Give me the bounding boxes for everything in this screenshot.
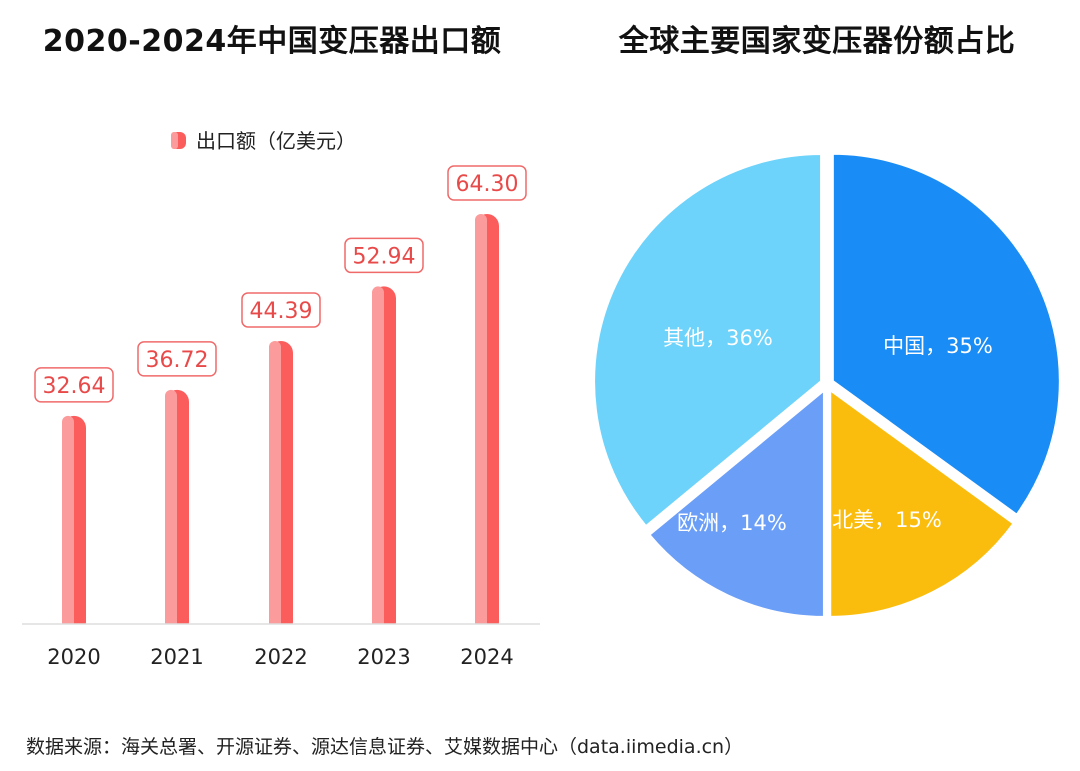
x-tick-2024: 2024 (460, 645, 513, 669)
bar-mask (371, 624, 397, 636)
bar-2024 (474, 214, 500, 636)
export-bar-chart: 出口额（亿美元） 32.64 36.72 44.39 52.94 64.30 2020 2… (22, 129, 540, 669)
legend-marker-icon (171, 132, 186, 149)
data-label-text: 44.39 (250, 299, 313, 324)
pie-label-欧洲: 欧洲，14% (677, 511, 787, 535)
data-label-text: 52.94 (353, 244, 416, 269)
bar-highlight (62, 415, 74, 634)
bar-mask (268, 624, 294, 636)
data-label-2024: 64.30 (447, 165, 527, 201)
data-label-box (241, 292, 321, 328)
x-tick-2021: 2021 (150, 645, 203, 669)
pie-label-其他: 其他，36% (663, 326, 773, 350)
x-tick-2022: 2022 (254, 645, 307, 669)
bar-2021 (164, 389, 190, 636)
data-label-box (344, 237, 424, 274)
data-label-2021: 36.72 (137, 341, 217, 377)
pie-label-中国: 中国，35% (883, 334, 993, 358)
bar-chart-title: 2020-2024年中国变压器出口额 (42, 24, 502, 59)
bar-highlight (269, 340, 281, 634)
pie-slice-中国 (830, 151, 1062, 518)
data-label-2023: 52.94 (344, 237, 424, 274)
bar-mask (61, 624, 87, 636)
data-label-text: 36.72 (146, 348, 209, 373)
data-label-2022: 44.39 (241, 292, 321, 328)
pie-slice-北美 (828, 386, 1017, 619)
bar-mask (164, 624, 190, 636)
x-tick-2023: 2023 (357, 645, 410, 669)
data-label-box (137, 341, 217, 377)
data-label-text: 64.30 (456, 172, 519, 197)
share-pie-chart: 中国，35% 北美，15% 欧洲，14% 其他，36% (592, 151, 1062, 619)
x-tick-2020: 2020 (47, 645, 100, 669)
pie-label-北美: 北美，15% (832, 508, 942, 532)
data-label-box (447, 165, 527, 201)
data-source-note: 数据来源：海关总署、开源证券、源达信息证券、艾媒数据中心（data.iimedi… (26, 736, 744, 758)
bar-mask (474, 624, 500, 636)
bar-highlight (165, 389, 177, 634)
legend-label: 出口额（亿美元） (196, 129, 356, 153)
pie-chart-title: 全球主要国家变压器份额占比 (618, 24, 1016, 59)
data-label-box (34, 367, 114, 403)
pie-slice-欧洲 (646, 386, 826, 619)
bar-2022 (268, 340, 294, 636)
pie-slice-其他 (592, 151, 824, 529)
legend: 出口额（亿美元） (171, 129, 356, 153)
bar-2023 (371, 286, 397, 636)
bar-highlight (475, 214, 487, 634)
bar-highlight (372, 286, 384, 634)
data-label-2020: 32.64 (34, 367, 114, 403)
bar-2020 (61, 415, 87, 636)
data-label-text: 32.64 (43, 374, 106, 399)
